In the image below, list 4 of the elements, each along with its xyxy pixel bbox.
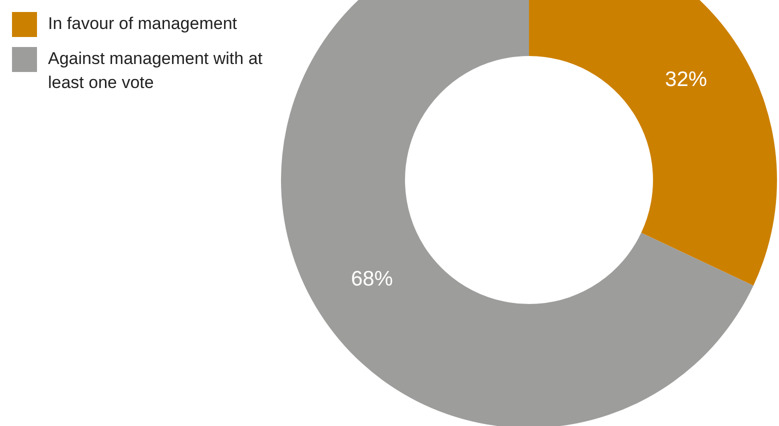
data-label: 32%	[665, 68, 708, 92]
legend-label: Against management with at least one vote	[48, 48, 264, 94]
legend-label: In favour of management	[48, 13, 238, 35]
data-label: 68%	[350, 267, 393, 290]
